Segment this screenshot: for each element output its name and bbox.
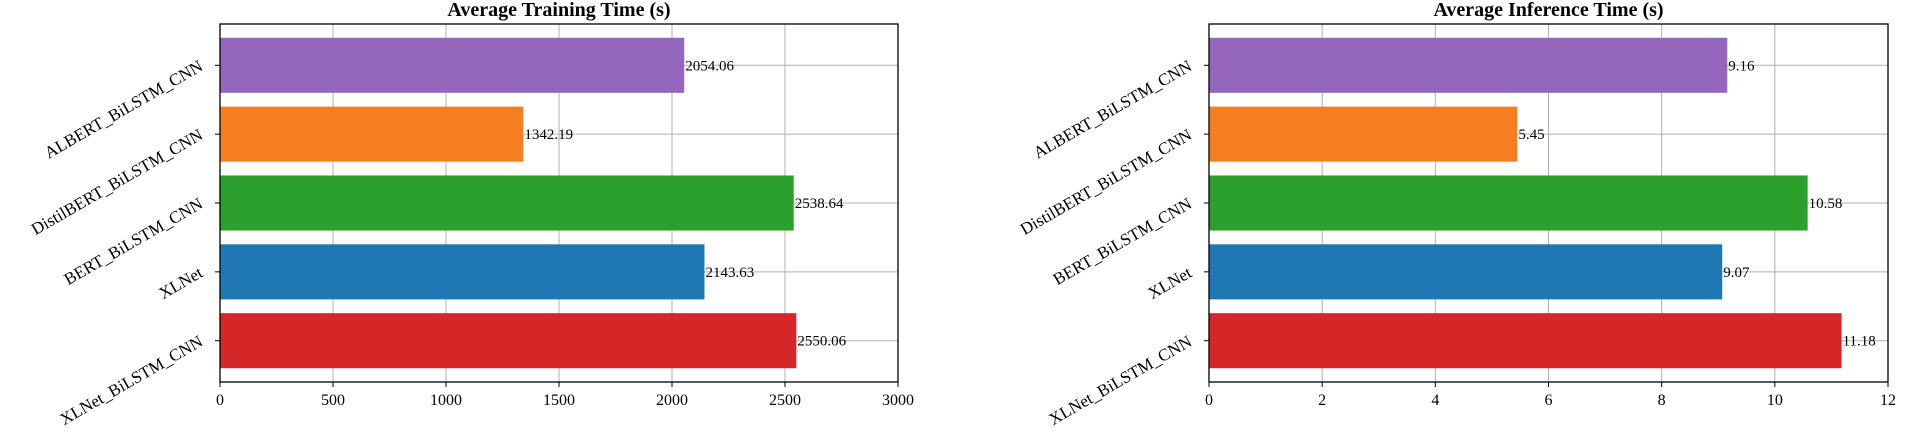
x-tick-label: 2000 [656,392,688,409]
x-tick-label: 500 [321,392,345,409]
data-label: 2143.63 [705,265,754,281]
data-label: 2550.06 [797,334,846,350]
bar-albert-bilstm-cnn [220,37,685,93]
data-label: 9.16 [1728,58,1755,74]
bar-albert-bilstm-cnn [1209,37,1728,93]
bar-distilbert-bilstm-cnn [220,106,524,162]
data-label: 10.58 [1809,196,1843,212]
category-label: XLNet [156,263,207,303]
chart-title: Average Inference Time (s) [1433,0,1663,21]
data-label: 2054.06 [685,58,734,74]
x-tick-label: 0 [1205,392,1213,409]
x-tick-label: 8 [1658,392,1666,409]
bar-bert-bilstm-cnn [220,175,794,231]
x-tick-label: 10 [1767,392,1783,409]
x-tick-label: 3000 [882,392,914,409]
bar-distilbert-bilstm-cnn [1209,106,1518,162]
bar-xlnet-bilstm-cnn [1209,313,1842,369]
data-label: 5.45 [1518,127,1544,143]
x-tick-label: 4 [1431,392,1439,409]
bar-xlnet-bilstm-cnn [220,313,797,369]
data-label: 9.07 [1723,265,1750,281]
bar-bert-bilstm-cnn [1209,175,1808,231]
bar-xlnet [220,244,705,300]
chart-panel-1: Average Training Time (s)2054.06ALBERT_B… [28,0,914,429]
bar-xlnet [1209,244,1723,300]
x-tick-label: 6 [1545,392,1553,409]
data-label: 2538.64 [795,196,844,212]
x-tick-label: 2500 [769,392,801,409]
x-tick-label: 1000 [430,392,462,409]
data-label: 1342.19 [524,127,573,143]
x-tick-label: 12 [1880,392,1896,409]
data-label: 11.18 [1843,334,1876,350]
category-label: XLNet_BiLSTM_CNN [1046,332,1195,429]
category-label: XLNet [1145,263,1196,303]
x-tick-label: 2 [1318,392,1326,409]
x-tick-label: 1500 [543,392,575,409]
chart-title: Average Training Time (s) [447,0,670,21]
x-tick-label: 0 [216,392,224,409]
category-label: XLNet_BiLSTM_CNN [57,332,206,429]
chart-panel-2: Average Inference Time (s)9.16ALBERT_BiL… [1017,0,1896,429]
